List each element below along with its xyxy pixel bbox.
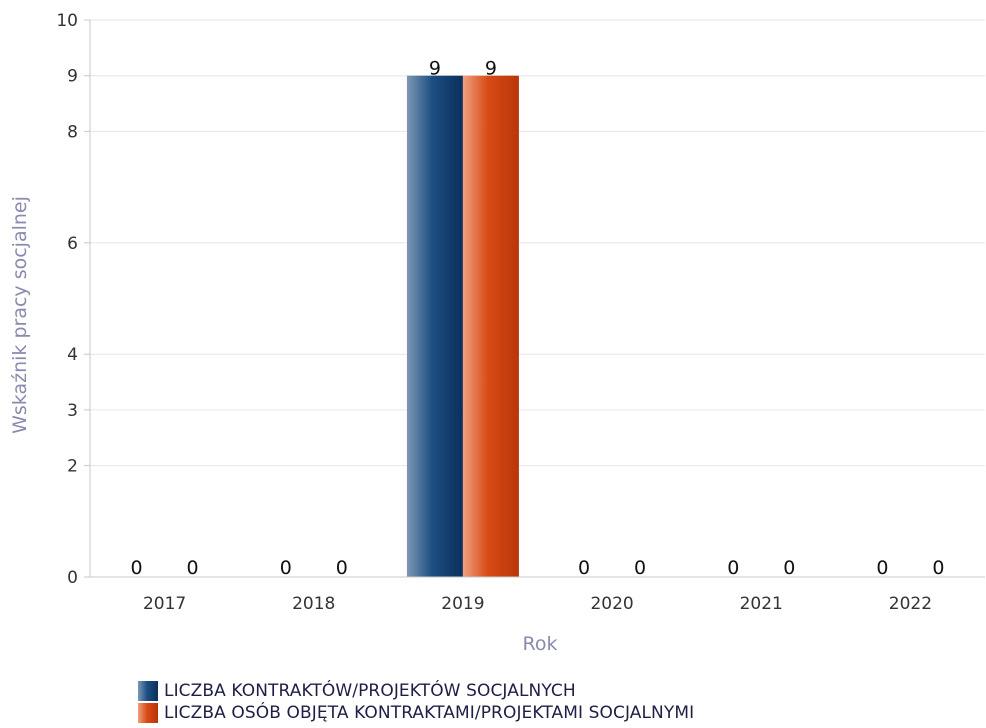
- y-tick-label: 10: [56, 11, 78, 31]
- data-label-series-2-2017: 0: [187, 557, 199, 579]
- y-tick-label: 8: [67, 122, 78, 142]
- y-axis-title: Wskaźnik pracy socjalnej: [9, 196, 31, 434]
- y-tick-label: 9: [67, 67, 78, 87]
- legend-item-series-1[interactable]: LICZBA KONTRAKTÓW/PROJEKTÓW SOCJALNYCH: [138, 680, 694, 702]
- data-label-series-2-2019: 9: [485, 58, 497, 80]
- data-label-series-1-2017: 0: [131, 557, 143, 579]
- x-axis-title: Rok: [523, 633, 558, 655]
- data-label-series-1-2020: 0: [578, 557, 590, 579]
- legend-swatch-series-2: [138, 703, 158, 723]
- data-label-series-1-2021: 0: [727, 557, 739, 579]
- y-tick-label: 6: [67, 234, 78, 254]
- bar-series-2-2019[interactable]: [462, 75, 519, 577]
- y-tick-label: 0: [67, 568, 78, 588]
- legend: LICZBA KONTRAKTÓW/PROJEKTÓW SOCJALNYCH L…: [138, 680, 694, 724]
- legend-label-series-1: LICZBA KONTRAKTÓW/PROJEKTÓW SOCJALNYCH: [164, 681, 576, 701]
- data-label-series-1-2018: 0: [280, 557, 292, 579]
- x-tick-label: 2018: [292, 594, 335, 614]
- legend-label-series-2: LICZBA OSÓB OBJĘTA KONTRAKTAMI/PROJEKTAM…: [164, 703, 695, 723]
- legend-swatch-series-1: [138, 681, 158, 701]
- x-tick-label: 2019: [441, 594, 484, 614]
- data-label-series-2-2021: 0: [783, 557, 795, 579]
- data-label-series-1-2022: 0: [876, 557, 888, 579]
- y-tick-label: 4: [67, 345, 78, 365]
- data-label-series-2-2022: 0: [932, 557, 944, 579]
- bar-series-1-2019[interactable]: [406, 75, 463, 577]
- y-tick-label: 3: [67, 401, 78, 421]
- data-label-series-2-2020: 0: [634, 557, 646, 579]
- x-tick-label: 2017: [143, 594, 186, 614]
- data-label-series-1-2019: 9: [429, 58, 441, 80]
- x-tick-label: 2022: [889, 594, 932, 614]
- x-tick-label: 2021: [740, 594, 783, 614]
- data-label-series-2-2018: 0: [336, 557, 348, 579]
- y-tick-label: 2: [67, 457, 78, 477]
- x-tick-label: 2020: [590, 594, 633, 614]
- legend-item-series-2[interactable]: LICZBA OSÓB OBJĘTA KONTRAKTAMI/PROJEKTAM…: [138, 702, 694, 724]
